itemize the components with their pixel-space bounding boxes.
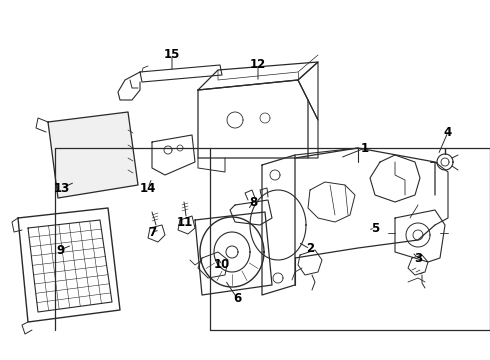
Text: 4: 4 xyxy=(444,126,452,139)
Text: 8: 8 xyxy=(249,195,257,208)
Text: 14: 14 xyxy=(140,181,156,194)
Text: 13: 13 xyxy=(54,181,70,194)
Text: 12: 12 xyxy=(250,58,266,72)
Polygon shape xyxy=(48,112,138,198)
Text: 3: 3 xyxy=(414,252,422,265)
Text: 11: 11 xyxy=(177,216,193,229)
Text: 7: 7 xyxy=(148,225,156,238)
Text: 5: 5 xyxy=(371,221,379,234)
Text: 2: 2 xyxy=(306,243,314,256)
Text: 9: 9 xyxy=(56,243,64,256)
Text: 10: 10 xyxy=(214,258,230,271)
Text: 1: 1 xyxy=(361,141,369,154)
Text: 6: 6 xyxy=(233,292,241,305)
Text: 15: 15 xyxy=(164,49,180,62)
